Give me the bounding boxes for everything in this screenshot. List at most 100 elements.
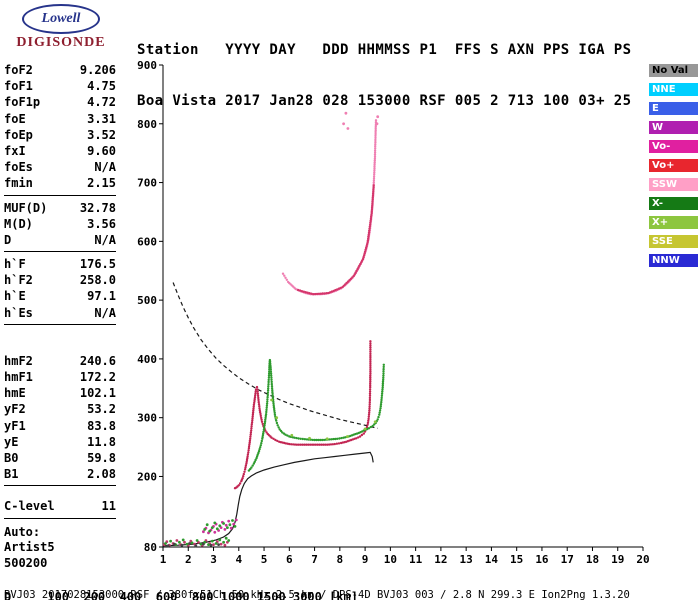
param-label: B0: [4, 450, 19, 465]
param-value: 9.206: [79, 63, 116, 77]
param-value: N/A: [94, 232, 116, 247]
param-value: 2.08: [87, 467, 116, 482]
param-fof1p: foF1p 4.72: [4, 94, 116, 110]
param-foep: foEp 3.52: [4, 127, 116, 143]
param-group: h`F 176.5 h`F2 258.0 h`E 97.1 h`Es N/A: [4, 256, 116, 325]
param-group: hmF2 240.6 hmF1 172.2 hmE 102.1 yF2 53.2 yF1 83.8…: [4, 353, 116, 487]
param-clevel: C-level 11: [4, 498, 116, 514]
series-e-region-echoes-green: [203, 519, 237, 533]
legend-item-noval: No Val: [649, 64, 698, 77]
auto-line: Artist5: [4, 540, 55, 554]
param-label: h`F: [4, 257, 26, 272]
series-o-mode-trace: [233, 340, 372, 490]
svg-text:4: 4: [235, 553, 242, 566]
svg-text:2: 2: [185, 553, 192, 566]
svg-text:16: 16: [535, 553, 549, 566]
param-he: h`E 97.1: [4, 288, 116, 304]
svg-text:10: 10: [384, 553, 397, 566]
file-info-footer: BVJ03_2017028153000.RSF / 380fx51Ch 50 k…: [4, 589, 630, 600]
svg-text:14: 14: [485, 553, 499, 566]
param-label: hmE: [4, 386, 26, 401]
param-label: yF2: [4, 402, 26, 417]
param-mufd: MUF(D) 32.78: [4, 200, 116, 216]
param-label: h`E: [4, 289, 26, 304]
param-label: M(D): [4, 216, 33, 231]
param-value: 102.1: [79, 386, 116, 401]
svg-text:8: 8: [337, 553, 344, 566]
param-group: C-level 11: [4, 498, 116, 519]
header-columns-row: Station YYYY DAY DDD HHMMSS P1 FFS S AXN…: [137, 42, 632, 58]
auto-scaling-info: Auto: Artist5 500200: [4, 525, 116, 572]
station-header: Station YYYY DAY DDD HHMMSS P1 FFS S AXN…: [137, 8, 631, 144]
svg-text:700: 700: [137, 177, 157, 190]
svg-text:19: 19: [611, 553, 624, 566]
param-label: C-level: [4, 499, 55, 514]
param-label: foEs: [4, 160, 33, 175]
param-yf2: yF2 53.2: [4, 401, 116, 417]
auto-label: Auto:: [4, 524, 41, 539]
param-value: 97.1: [87, 289, 116, 304]
series-muf-transmission-curve: [172, 282, 378, 429]
legend-item-x-: X-: [649, 197, 698, 210]
svg-text:600: 600: [137, 235, 157, 248]
series-baseline-noise-green: [164, 536, 231, 546]
param-value: 59.8: [87, 450, 116, 465]
param-hf2: h`F2 258.0: [4, 272, 116, 288]
series-baseline-noise-dark: [166, 542, 220, 548]
param-b1: B1 2.08: [4, 466, 116, 482]
param-label: foF1: [4, 79, 33, 94]
svg-text:12: 12: [434, 553, 447, 566]
legend-item-vo-: Vo-: [649, 140, 698, 153]
param-group: foF2 9.206 foF1 4.75 foF1p 4.72 foE 3.31 foEp 3.5…: [4, 62, 116, 196]
svg-text:7: 7: [311, 553, 318, 566]
svg-text:900: 900: [137, 59, 157, 72]
param-value: 3.52: [87, 127, 116, 142]
logo-lowell-text: Lowell: [41, 11, 81, 26]
logo-oval: Lowell: [22, 4, 100, 34]
param-label: D: [4, 232, 12, 247]
legend-item-x+: X+: [649, 216, 698, 229]
param-value: 53.2: [87, 402, 116, 417]
series-spread-echo-strays: [342, 111, 380, 130]
param-fof1: foF1 4.75: [4, 78, 116, 94]
legend-item-sse: SSE: [649, 235, 698, 248]
doppler-legend: No Val NNE E W Vo- Vo+ SSW X- X+ SSE NNW: [649, 64, 698, 273]
param-md: M(D) 3.56: [4, 216, 116, 232]
series-x-plus-echoes: [270, 398, 377, 441]
svg-text:6: 6: [286, 553, 293, 566]
svg-text:5: 5: [261, 553, 268, 566]
svg-text:9: 9: [362, 553, 369, 566]
param-label: hmF2: [4, 353, 33, 368]
param-value: 258.0: [79, 273, 116, 288]
param-label: fxI: [4, 143, 26, 158]
legend-item-ssw: SSW: [649, 178, 698, 191]
svg-text:400: 400: [137, 353, 157, 366]
param-label: hmF1: [4, 370, 33, 384]
param-b0: B0 59.8: [4, 450, 116, 466]
param-group: MUF(D) 32.78 M(D) 3.56 D N/A: [4, 200, 116, 253]
param-value: 240.6: [79, 353, 116, 368]
legend-item-nne: NNE: [649, 83, 698, 96]
param-label: foEp: [4, 127, 33, 142]
header-values-row: Boa Vista 2017 Jan28 028 153000 RSF 005 …: [137, 93, 632, 109]
param-value: 11: [101, 499, 116, 514]
legend-item-nnw: NNW: [649, 254, 698, 267]
series-second-hop-trace: [281, 119, 378, 296]
param-value: 2.15: [87, 176, 116, 191]
series-second-hop-red: [297, 184, 375, 296]
param-hme: hmE 102.1: [4, 385, 116, 401]
param-yf1: yF1 83.8: [4, 418, 116, 434]
logo-digisonde-text: DIGISONDE: [16, 35, 106, 50]
param-fxi: fxI 9.60: [4, 143, 116, 159]
series-e-region-echoes-magenta: [202, 518, 238, 535]
param-value: 11.8: [87, 434, 116, 449]
param-value: N/A: [94, 160, 116, 175]
param-fof2: foF2 9.206: [4, 62, 116, 78]
legend-item-vo+: Vo+: [649, 159, 698, 172]
param-label: h`F2: [4, 273, 33, 288]
param-value: 83.8: [87, 418, 116, 433]
svg-text:13: 13: [460, 553, 473, 566]
svg-text:800: 800: [137, 118, 157, 131]
param-label: h`Es: [4, 305, 33, 320]
